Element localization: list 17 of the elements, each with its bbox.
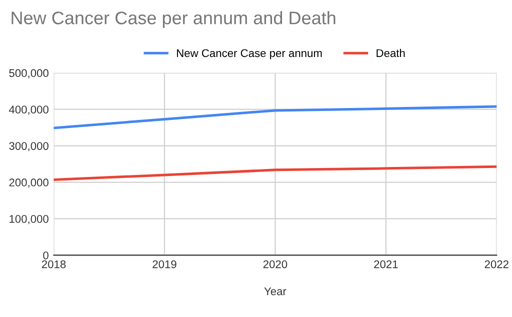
x-tick-label: 2019	[152, 260, 176, 268]
y-tick-label: 300,000	[9, 142, 48, 152]
y-tick-label: 400,000	[8, 106, 48, 115]
x-tick-label: 2018	[42, 260, 66, 268]
y-tick-label: 500,000	[9, 69, 48, 78]
x-tick-label: 2022	[484, 260, 508, 268]
chart-title: New Cancer Case per annum and Death	[12, 11, 336, 28]
y-tick-label: 200,000	[9, 178, 48, 188]
x-tick-label: 2021	[374, 260, 398, 268]
y-tick-label: 0	[43, 251, 48, 260]
x-axis-title: Year	[264, 287, 286, 296]
y-tick-label: 100,000	[10, 214, 48, 224]
line-series	[54, 105, 497, 130]
x-tick-label: 2020	[263, 260, 288, 268]
legend-label: Death	[376, 48, 405, 58]
legend-label: New Cancer Case per annum	[177, 49, 322, 60]
line-series	[54, 165, 497, 181]
